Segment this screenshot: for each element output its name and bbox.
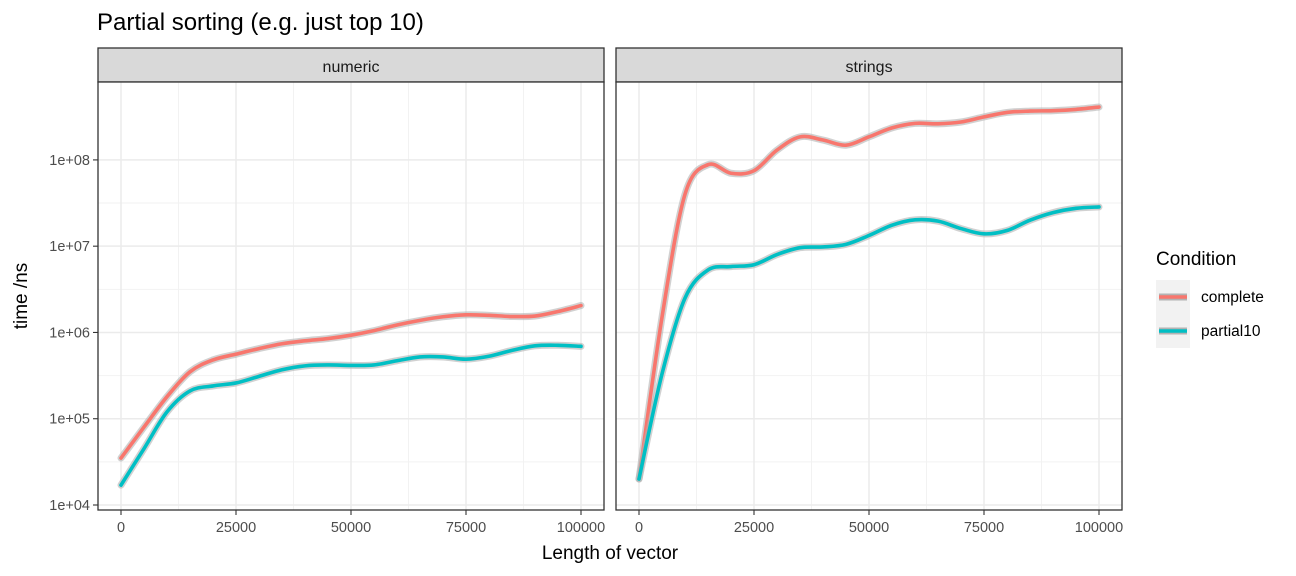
y-tick-label: 1e+06	[49, 325, 90, 341]
y-axis-title: time /ns	[11, 263, 32, 330]
facet-panel-numeric: numeric 0 25000 50000 75000 100000 1e+041e+0…	[49, 47, 605, 536]
series-lines	[117, 302, 585, 489]
facet-strip	[97, 47, 605, 83]
facet-strip-label: numeric	[323, 59, 380, 76]
x-tick-label: 50000	[849, 520, 889, 536]
series-line-complete	[637, 105, 1101, 481]
legend-title: Condition	[1156, 249, 1236, 270]
grid-lines	[616, 82, 1122, 510]
series-line-complete	[119, 303, 583, 460]
facet-strip-label: strings	[845, 59, 892, 76]
y-tick-label: 1e+04	[49, 498, 90, 514]
x-axis-ticks: 0 25000 50000 75000 100000	[117, 510, 605, 536]
x-tick-label: 75000	[446, 520, 486, 536]
x-tick-label: 100000	[557, 520, 605, 536]
series-line-partial10	[637, 205, 1101, 481]
series-line-partial10	[119, 343, 583, 487]
facet-panel-strings: strings 0 25000 50000 75000 100000	[615, 47, 1123, 536]
x-tick-label: 25000	[734, 520, 774, 536]
y-tick-label: 1e+08	[49, 153, 90, 169]
legend-label: complete	[1201, 289, 1264, 306]
chart-title: Partial sorting (e.g. just top 10)	[97, 9, 424, 36]
x-axis-title: Length of vector	[542, 543, 679, 564]
x-tick-label: 75000	[964, 520, 1004, 536]
x-tick-label: 50000	[331, 520, 371, 536]
y-axis-ticks: 1e+04 1e+05 1e+06 1e+07 1e+08	[49, 153, 98, 514]
x-tick-label: 25000	[216, 520, 256, 536]
x-axis-ticks: 0 25000 50000 75000 100000	[635, 510, 1123, 536]
series-lines	[635, 103, 1103, 483]
legend-label: partial10	[1201, 323, 1261, 340]
y-tick-label: 1e+05	[49, 412, 90, 428]
x-tick-label: 0	[117, 520, 125, 536]
x-tick-label: 0	[635, 520, 643, 536]
y-tick-label: 1e+07	[49, 239, 90, 255]
legend: Condition complete partial10	[1156, 249, 1264, 348]
x-tick-label: 100000	[1075, 520, 1123, 536]
